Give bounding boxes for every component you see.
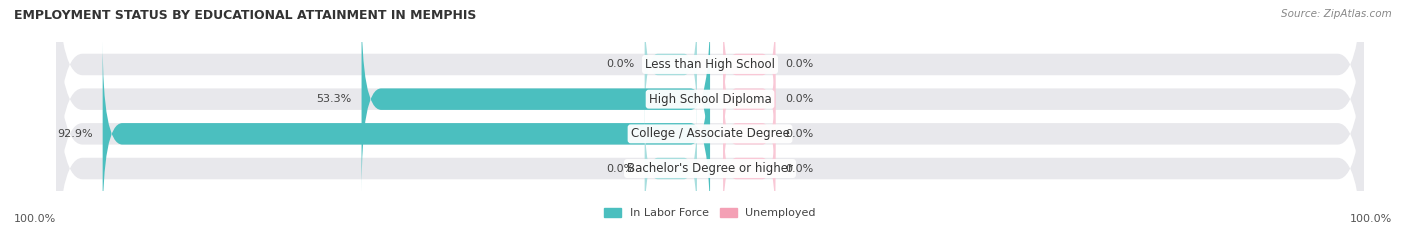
FancyBboxPatch shape [723, 41, 776, 158]
FancyBboxPatch shape [56, 6, 1364, 233]
Text: 0.0%: 0.0% [785, 164, 814, 174]
FancyBboxPatch shape [56, 0, 1364, 227]
Text: 0.0%: 0.0% [606, 59, 636, 69]
Text: 0.0%: 0.0% [606, 164, 636, 174]
FancyBboxPatch shape [103, 41, 710, 227]
Text: 100.0%: 100.0% [1350, 214, 1392, 224]
FancyBboxPatch shape [56, 0, 1364, 192]
Text: Source: ZipAtlas.com: Source: ZipAtlas.com [1281, 9, 1392, 19]
Text: 0.0%: 0.0% [785, 129, 814, 139]
FancyBboxPatch shape [723, 75, 776, 192]
FancyBboxPatch shape [56, 41, 1364, 233]
FancyBboxPatch shape [644, 110, 697, 227]
Text: High School Diploma: High School Diploma [648, 93, 772, 106]
FancyBboxPatch shape [723, 6, 776, 123]
FancyBboxPatch shape [723, 110, 776, 227]
Text: EMPLOYMENT STATUS BY EDUCATIONAL ATTAINMENT IN MEMPHIS: EMPLOYMENT STATUS BY EDUCATIONAL ATTAINM… [14, 9, 477, 22]
Text: 0.0%: 0.0% [785, 94, 814, 104]
Text: College / Associate Degree: College / Associate Degree [631, 127, 789, 140]
Text: 0.0%: 0.0% [785, 59, 814, 69]
Text: Bachelor's Degree or higher: Bachelor's Degree or higher [627, 162, 793, 175]
Text: 53.3%: 53.3% [316, 94, 352, 104]
Text: 100.0%: 100.0% [14, 214, 56, 224]
FancyBboxPatch shape [361, 6, 710, 192]
Text: Less than High School: Less than High School [645, 58, 775, 71]
Text: 92.9%: 92.9% [58, 129, 93, 139]
Legend: In Labor Force, Unemployed: In Labor Force, Unemployed [600, 203, 820, 223]
FancyBboxPatch shape [644, 6, 697, 123]
